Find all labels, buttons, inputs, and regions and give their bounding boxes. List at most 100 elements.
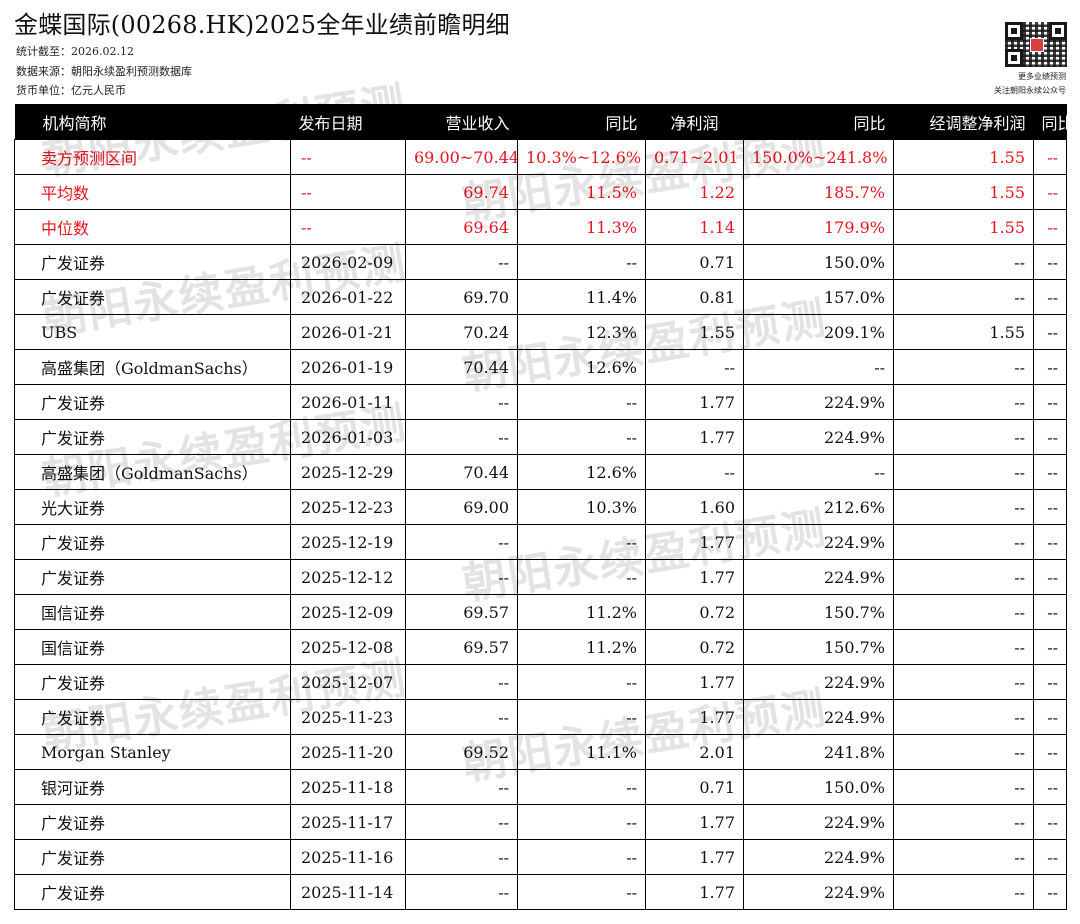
table-row: Morgan Stanley 2025-11-20 69.52 11.1% 2.01 24… xyxy=(14,734,1067,770)
table-cell: 11.5% xyxy=(517,174,646,210)
table-cell: -- xyxy=(1033,664,1067,700)
table-cell: 70.44 xyxy=(405,349,518,385)
table-cell: 11.2% xyxy=(517,629,646,665)
table-cell: 1.77 xyxy=(645,559,744,595)
table-cell: 国信证券 xyxy=(14,629,291,665)
table-cell: -- xyxy=(405,839,518,875)
table-cell: -- xyxy=(517,804,646,840)
table-cell: 70.44 xyxy=(405,454,518,490)
table-cell: 广发证券 xyxy=(14,699,291,735)
table-cell: 1.77 xyxy=(645,804,744,840)
table-cell: 2025-12-09 xyxy=(290,594,406,630)
table-row: UBS 2026-01-21 70.24 12.3% 1.55 209.1% 1.55 -- xyxy=(14,314,1067,350)
table-cell: 高盛集团（GoldmanSachs） xyxy=(14,349,291,385)
table-cell: -- xyxy=(405,419,518,455)
table-cell: 0.81 xyxy=(645,279,744,315)
table-cell: 2025-11-20 xyxy=(290,734,406,770)
table-cell: -- xyxy=(517,699,646,735)
table-cell: -- xyxy=(1033,734,1067,770)
table-cell: -- xyxy=(1033,559,1067,595)
table-cell: 广发证券 xyxy=(14,664,291,700)
table-cell: -- xyxy=(1033,489,1067,525)
table-cell: -- xyxy=(405,804,518,840)
table-cell: 69.52 xyxy=(405,734,518,770)
table-cell: 224.9% xyxy=(743,559,894,595)
table-cell: -- xyxy=(517,664,646,700)
table-cell: 157.0% xyxy=(743,279,894,315)
table-cell: 广发证券 xyxy=(14,524,291,560)
table-cell: -- xyxy=(893,384,1034,420)
table-cell: 2026-01-21 xyxy=(290,314,406,350)
table-cell: 高盛集团（GoldmanSachs） xyxy=(14,454,291,490)
table-cell: 广发证券 xyxy=(14,279,291,315)
table-cell: -- xyxy=(1033,874,1067,910)
table-cell: -- xyxy=(1033,244,1067,280)
table-cell: 广发证券 xyxy=(14,559,291,595)
qr-caption-more: 更多业绩预测 xyxy=(1018,72,1066,81)
table-cell: 2.01 xyxy=(645,734,744,770)
table-cell: 2026-01-22 xyxy=(290,279,406,315)
table-cell: -- xyxy=(1033,419,1067,455)
table-cell: -- xyxy=(405,559,518,595)
table-row: 广发证券 2025-11-14 -- -- 1.77 224.9% -- -- xyxy=(14,874,1067,910)
table-cell: -- xyxy=(405,769,518,805)
table-row: 广发证券 2025-12-07 -- -- 1.77 224.9% -- -- xyxy=(14,664,1067,700)
table-cell: -- xyxy=(1033,314,1067,350)
table-cell: Morgan Stanley xyxy=(14,734,291,770)
table-cell: -- xyxy=(893,874,1034,910)
data-source: 数据来源：朝阳永续盈利预测数据库 xyxy=(16,65,192,78)
table-cell: -- xyxy=(290,174,406,210)
table-row: 高盛集团（GoldmanSachs） 2026-01-19 70.44 12.6% --… xyxy=(14,349,1067,385)
table-cell: 241.8% xyxy=(743,734,894,770)
table-cell: -- xyxy=(290,209,406,245)
table-cell: 2025-12-23 xyxy=(290,489,406,525)
column-header: 同比 xyxy=(743,104,894,140)
table-cell: 1.55 xyxy=(893,174,1034,210)
table-cell: 2025-12-07 xyxy=(290,664,406,700)
table-cell: 2025-11-14 xyxy=(290,874,406,910)
table-row: 广发证券 2025-12-12 -- -- 1.77 224.9% -- -- xyxy=(14,559,1067,595)
column-header: 发布日期 xyxy=(290,104,406,140)
table-cell: 224.9% xyxy=(743,874,894,910)
table-cell: 2025-12-19 xyxy=(290,524,406,560)
table-cell: -- xyxy=(517,874,646,910)
table-cell: 银河证券 xyxy=(14,769,291,805)
table-row: 广发证券 2026-02-09 -- -- 0.71 150.0% -- -- xyxy=(14,244,1067,280)
table-cell: -- xyxy=(893,769,1034,805)
table-cell: 224.9% xyxy=(743,384,894,420)
table-cell: 2025-11-23 xyxy=(290,699,406,735)
table-cell: 185.7% xyxy=(743,174,894,210)
table-row: 广发证券 2025-11-16 -- -- 1.77 224.9% -- -- xyxy=(14,839,1067,875)
table-cell: 光大证券 xyxy=(14,489,291,525)
column-header: 经调整净利润 xyxy=(893,104,1034,140)
table-cell: 69.57 xyxy=(405,629,518,665)
table-cell: 224.9% xyxy=(743,419,894,455)
table-cell: 1.77 xyxy=(645,839,744,875)
table-cell: 209.1% xyxy=(743,314,894,350)
table-cell: -- xyxy=(1033,384,1067,420)
stat-date: 统计截至：2026.02.12 xyxy=(16,45,134,58)
table-row: 高盛集团（GoldmanSachs） 2025-12-29 70.44 12.6% --… xyxy=(14,454,1067,490)
table-cell: -- xyxy=(517,559,646,595)
table-cell: -- xyxy=(893,594,1034,630)
table-cell: 1.55 xyxy=(645,314,744,350)
table-row: 广发证券 2025-11-17 -- -- 1.77 224.9% -- -- xyxy=(14,804,1067,840)
table-row: 广发证券 2025-11-23 -- -- 1.77 224.9% -- -- xyxy=(14,699,1067,735)
summary-row: 平均数 -- 69.74 11.5% 1.22 185.7% 1.55 -- xyxy=(14,174,1067,210)
table-cell: -- xyxy=(1033,629,1067,665)
table-cell: -- xyxy=(517,384,646,420)
summary-row: 卖方预测区间 -- 69.00~70.44 10.3%~12.6% 0.71~2.01 1… xyxy=(14,139,1067,175)
table-cell: -- xyxy=(405,384,518,420)
table-cell: 1.77 xyxy=(645,664,744,700)
table-cell: -- xyxy=(1033,524,1067,560)
table-cell: -- xyxy=(517,769,646,805)
table-cell: -- xyxy=(405,699,518,735)
qr-code-icon xyxy=(1005,22,1067,67)
table-cell: -- xyxy=(893,524,1034,560)
table-cell: -- xyxy=(893,349,1034,385)
table-cell: 国信证券 xyxy=(14,594,291,630)
table-cell: 广发证券 xyxy=(14,804,291,840)
summary-row: 中位数 -- 69.64 11.3% 1.14 179.9% 1.55 -- xyxy=(14,209,1067,245)
qr-caption-follow: 关注朝阳永续公众号 xyxy=(994,86,1066,95)
table-cell: -- xyxy=(1033,139,1067,175)
